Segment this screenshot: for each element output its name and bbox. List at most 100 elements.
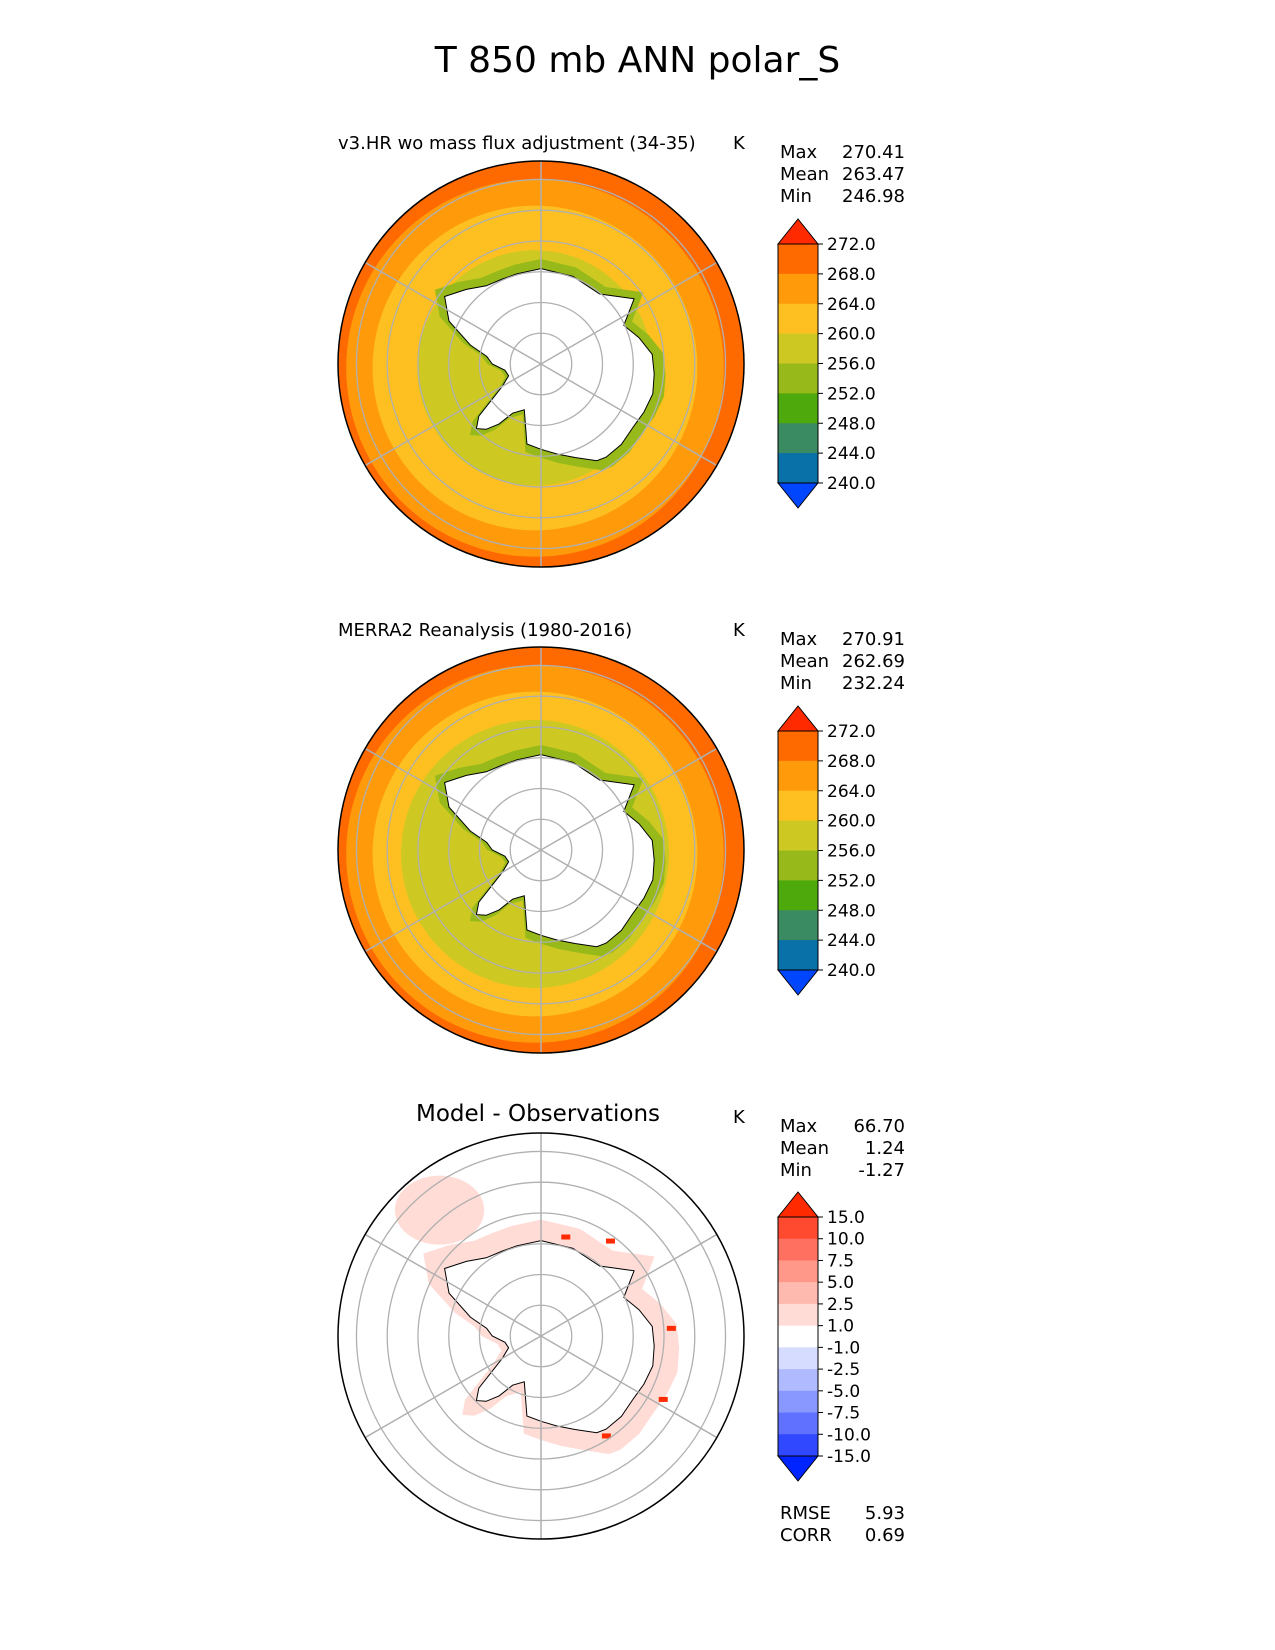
map-panel-3 (337, 1132, 745, 1540)
panel3-metrics: RMSE 5.93 CORR 0.69 (780, 1503, 905, 1547)
colorbar-tick-label: 252.0 (827, 871, 876, 891)
colorbar-3: 15.010.07.55.02.51.0-1.0-2.5-5.0-7.5-10.… (776, 1191, 871, 1482)
panel2-units: K (733, 620, 745, 641)
stat-label: Min (780, 673, 812, 694)
metric-label: RMSE (780, 1503, 831, 1524)
colorbar-segment (778, 1325, 818, 1348)
panel1-units: K (733, 133, 745, 154)
metric-rmse: 5.93 (864, 1503, 905, 1524)
colorbar-tick-label: -7.5 (827, 1404, 860, 1424)
colorbar-tick-label: 256.0 (827, 355, 876, 375)
panel2-stats: Max 270.91 Mean 262.69 Min 232.24 (780, 629, 905, 695)
colorbar-tick-label: 7.5 (827, 1251, 854, 1271)
panel3-stats: Max 66.70 Mean 1.24 Min -1.27 (780, 1116, 905, 1182)
colorbar-1: 272.0 268.0 264.0 260.0 256.0 252.0 248.0 244.0… (776, 218, 876, 509)
stat-mean: 1.24 (864, 1138, 905, 1159)
metric-label: CORR (780, 1525, 832, 1546)
colorbar-tick-label: -2.5 (827, 1360, 860, 1380)
colorbar-tick-label: 2.5 (827, 1295, 854, 1315)
panel3-title: Model - Observations (416, 1101, 661, 1127)
colorbar-segment (778, 1303, 818, 1327)
colorbar-2: 272.0 268.0 264.0 260.0 256.0 252.0 248.0 244.0… (776, 705, 876, 996)
colorbar-extend-top (776, 1191, 820, 1218)
colorbar-segment (778, 333, 818, 364)
colorbar-tick-label: 268.0 (827, 265, 876, 285)
colorbar-tick-label: 244.0 (827, 931, 876, 951)
colorbar-tick-label: -5.0 (827, 1382, 860, 1402)
colorbar-segment (778, 303, 818, 335)
antarctica-coastline (444, 1240, 655, 1434)
stat-label: Min (780, 1160, 812, 1181)
colorbar-tick-label: 244.0 (827, 444, 876, 464)
colorbar-segment (778, 1217, 818, 1240)
stat-label: Max (780, 629, 818, 650)
colorbar-segment (778, 453, 818, 484)
panel3-units: K (733, 1107, 745, 1128)
colorbar-segment (778, 273, 818, 305)
colorbar-tick-label: 264.0 (827, 295, 876, 315)
colorbar-segment (778, 1434, 818, 1457)
colorbar-segment (778, 1282, 818, 1305)
colorbar-segment (778, 244, 818, 275)
stat-label: Mean (780, 164, 830, 185)
stat-mean: 262.69 (842, 651, 905, 672)
colorbar-tick-label: -15.0 (827, 1447, 871, 1467)
panel2-title: MERRA2 Reanalysis (1980-2016) (338, 620, 633, 641)
colorbar-tick-label: 256.0 (827, 842, 876, 862)
colorbar-segment (778, 1347, 818, 1370)
colorbar-segment (778, 1390, 818, 1414)
colorbar-tick-label: 260.0 (827, 812, 876, 832)
colorbar-segment (778, 910, 818, 941)
colorbar-tick-label: 272.0 (827, 722, 876, 742)
map-boundary (337, 1132, 745, 1540)
stat-label: Min (780, 186, 812, 207)
colorbar-tick-label: 272.0 (827, 235, 876, 255)
colorbar-extend-bottom (776, 969, 820, 996)
colorbar-extend-bottom (776, 1455, 820, 1482)
map-panel-1 (337, 160, 745, 568)
colorbar-tick-label: 248.0 (827, 414, 876, 434)
longitude-gridline (364, 1233, 718, 1439)
panel1-stats: Max 270.41 Mean 263.47 Min 246.98 (780, 142, 905, 208)
stat-label: Mean (780, 1138, 830, 1159)
longitude-gridline (364, 261, 718, 467)
map-boundary (337, 646, 745, 1054)
colorbar-tick-label: -10.0 (827, 1425, 871, 1445)
map-boundary (337, 160, 745, 568)
colorbar-segment (778, 1238, 818, 1261)
stat-label: Mean (780, 651, 830, 672)
strong-anomaly-patch (561, 1234, 571, 1240)
strong-anomaly-patch (605, 1238, 615, 1244)
colorbar-tick-label: 252.0 (827, 384, 876, 404)
colorbar-tick-label: 264.0 (827, 782, 876, 802)
colorbar-segment (778, 940, 818, 971)
colorbar-extend-top (776, 705, 820, 732)
stat-max: 66.70 (853, 1116, 905, 1137)
metric-corr: 0.69 (864, 1525, 905, 1546)
colorbar-tick-label: 240.0 (827, 474, 876, 494)
map-panel-2 (337, 646, 745, 1054)
positive-anomaly-region (394, 1175, 485, 1245)
stat-min: -1.27 (858, 1160, 905, 1181)
colorbar-segment (778, 1260, 818, 1283)
colorbar-segment (778, 760, 818, 792)
stat-max: 270.91 (842, 629, 905, 650)
colorbar-tick-label: 240.0 (827, 961, 876, 981)
strong-anomaly-patch (658, 1396, 668, 1402)
colorbar-segment (778, 1412, 818, 1435)
stat-max: 270.41 (842, 142, 905, 163)
antarctica-coastline (444, 754, 655, 948)
colorbar-segment (778, 1369, 818, 1392)
colorbar-tick-label: -1.0 (827, 1338, 860, 1358)
colorbar-segment (778, 850, 818, 881)
strong-anomaly-patch (601, 1433, 611, 1439)
colorbar-tick-label: 5.0 (827, 1273, 854, 1293)
colorbar-segment (778, 393, 818, 424)
colorbar-tick-label: 10.0 (827, 1230, 865, 1250)
colorbar-segment (778, 790, 818, 822)
stat-min: 232.24 (842, 673, 905, 694)
longitude-gridline (364, 747, 718, 953)
stat-mean: 263.47 (842, 164, 905, 185)
figure-title: T 850 mb ANN polar_S (434, 40, 841, 81)
